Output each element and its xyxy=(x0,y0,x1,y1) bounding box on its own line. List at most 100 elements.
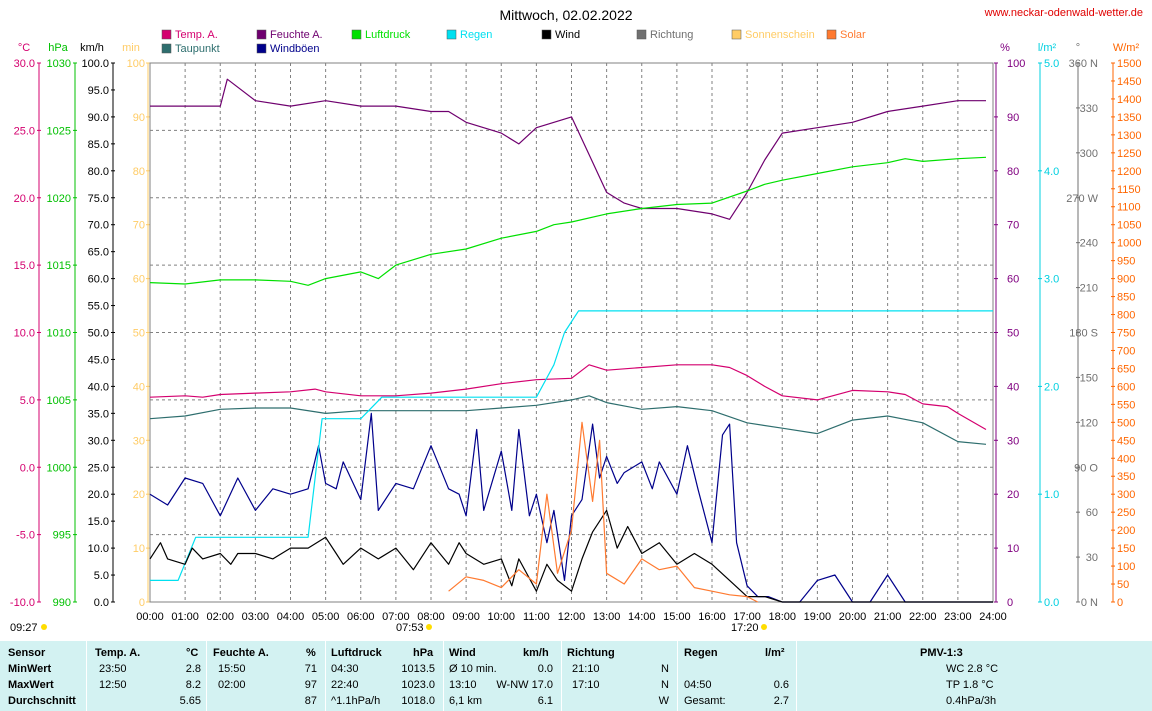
solar-tick-label: 200 xyxy=(1117,525,1135,537)
wind-tick-label: 95.0 xyxy=(88,85,109,97)
solar-tick-label: 650 xyxy=(1117,363,1135,375)
stats-cell-d_time: 21:10 xyxy=(572,663,600,675)
axes: 00:00 01:00 02:00 03:00 04:00 05:00 06:00 07:00… xyxy=(10,58,1142,623)
legend-swatch xyxy=(161,29,172,40)
stats-rain-header: Regen xyxy=(684,647,718,659)
time-tick-label: 03:00 xyxy=(242,611,270,623)
solar-tick-label: 1400 xyxy=(1117,94,1141,106)
legend: Temp. A. Taupunkt Feuchte A. Windböen Luftdr… xyxy=(161,29,866,55)
time-tick-label: 12:00 xyxy=(558,611,586,623)
wind-tick-label: 50.0 xyxy=(88,328,109,340)
stats-press-header: Luftdruck xyxy=(331,647,382,659)
time-tick-label: 22:00 xyxy=(909,611,937,623)
temp-tick-label: 15.0 xyxy=(14,260,35,272)
wind-tick-label: 75.0 xyxy=(88,193,109,205)
legend-swatch xyxy=(541,29,552,40)
series-line xyxy=(150,78,986,220)
time-tick-label: 06:00 xyxy=(347,611,375,623)
legend-label: Richtung xyxy=(650,29,693,41)
time-tick-label: 05:00 xyxy=(312,611,340,623)
solar-tick-label: 250 xyxy=(1117,507,1135,519)
solar-tick-label: 1450 xyxy=(1117,76,1141,88)
solar-tick-label: 450 xyxy=(1117,435,1135,447)
sun-tick-label: 80 xyxy=(133,166,145,178)
stats-cell-p_time: 04:30 xyxy=(331,663,359,675)
stats-cell-d_val: N xyxy=(661,663,669,675)
legend-swatch xyxy=(256,43,267,54)
stats-cell-label: Durchschnitt xyxy=(8,695,76,707)
stats-pmv-header: PMV-1:3 xyxy=(920,647,963,659)
solar-tick-label: 1500 xyxy=(1117,58,1141,70)
wind-tick-label: 25.0 xyxy=(88,462,109,474)
chart-title: Mittwoch, 02.02.2022 xyxy=(499,7,632,23)
solar-tick-label: 1250 xyxy=(1117,148,1141,160)
updated-sun-icon xyxy=(41,624,47,630)
solar-tick-label: 150 xyxy=(1117,543,1135,555)
wind-tick-label: 35.0 xyxy=(88,408,109,420)
time-tick-label: 04:00 xyxy=(277,611,305,623)
stats-cell-r_time: Gesamt: xyxy=(684,695,726,707)
temp-tick-label: 0.0 xyxy=(20,462,35,474)
time-tick-label: 09:00 xyxy=(452,611,480,623)
wind-tick-label: 45.0 xyxy=(88,354,109,366)
hum-tick-label: 50 xyxy=(1007,328,1019,340)
hum-tick-label: 20 xyxy=(1007,489,1019,501)
time-tick-label: 17:00 xyxy=(733,611,761,623)
stats-cell-h_val: 71 xyxy=(304,663,317,675)
solar-tick-label: 950 xyxy=(1117,256,1135,268)
solar-tick-label: 900 xyxy=(1117,274,1135,286)
stats-cell-p_val: 1013.5 xyxy=(401,663,435,675)
stats-dir-header: Richtung xyxy=(567,647,615,659)
stats-cell-label: MaxWert xyxy=(8,679,54,691)
stats-cell-w_val: 6.1 xyxy=(537,695,553,707)
legend-label: Regen xyxy=(460,29,492,41)
dir-tick-label: 300 xyxy=(1080,148,1098,160)
pressure-tick-label: 990 xyxy=(53,597,71,609)
wind-tick-label: 60.0 xyxy=(88,274,109,286)
stats-cell-t_time: 12:50 xyxy=(99,679,127,691)
legend-swatch xyxy=(826,29,837,40)
updated-time: 09:27 xyxy=(10,622,38,634)
time-tick-label: 23:00 xyxy=(944,611,972,623)
time-tick-label: 24:00 xyxy=(979,611,1007,623)
hum-tick-label: 70 xyxy=(1007,220,1019,232)
stats-cell-w_time: 13:10 xyxy=(449,679,477,691)
site-link[interactable]: www.neckar-odenwald-wetter.de xyxy=(984,7,1143,19)
stats-cell-r_val: 2.7 xyxy=(773,695,789,707)
pressure-tick-label: 1005 xyxy=(47,395,71,407)
series-line xyxy=(448,421,758,603)
stats-cell-d_time: 17:10 xyxy=(572,679,600,691)
solar-tick-label: 800 xyxy=(1117,310,1135,322)
wind-tick-label: 85.0 xyxy=(88,139,109,151)
dir-tick-label: 120 xyxy=(1080,417,1098,429)
time-tick-label: 15:00 xyxy=(663,611,691,623)
legend-swatch xyxy=(256,29,267,40)
stats-cell-t_val: 5.65 xyxy=(179,695,201,707)
stats-cell-pmv: 0.4hPa/3h xyxy=(946,695,997,707)
temp-tick-label: -10.0 xyxy=(10,597,35,609)
hum-unit: % xyxy=(1000,42,1010,54)
hum-tick-label: 60 xyxy=(1007,274,1019,286)
sun-tick-label: 100 xyxy=(127,58,145,70)
rain-tick-label: 0.0 xyxy=(1044,597,1059,609)
legend-swatch xyxy=(446,29,457,40)
stats-hum-unit: % xyxy=(306,647,316,659)
stats-temp-header: Temp. A. xyxy=(95,647,141,659)
wind-tick-label: 10.0 xyxy=(88,543,109,555)
pressure-tick-label: 1020 xyxy=(47,193,71,205)
sun-tick-label: 60 xyxy=(133,274,145,286)
stats-temp-unit: °C xyxy=(186,647,199,659)
stats-cell-h_time: 02:00 xyxy=(218,679,246,691)
solar-unit: W/m² xyxy=(1113,42,1140,54)
wind-tick-label: 15.0 xyxy=(88,516,109,528)
stats-cell-d_val: N xyxy=(661,679,669,691)
solar-tick-label: 1350 xyxy=(1117,112,1141,124)
time-tick-label: 14:00 xyxy=(628,611,656,623)
wind-tick-label: 55.0 xyxy=(88,301,109,313)
time-tick-label: 07:00 xyxy=(382,611,410,623)
solar-tick-label: 550 xyxy=(1117,399,1135,411)
wind-tick-label: 5.0 xyxy=(94,570,109,582)
sun-unit: min xyxy=(122,42,140,54)
solar-tick-label: 750 xyxy=(1117,328,1135,340)
rain-tick-label: 1.0 xyxy=(1044,489,1059,501)
